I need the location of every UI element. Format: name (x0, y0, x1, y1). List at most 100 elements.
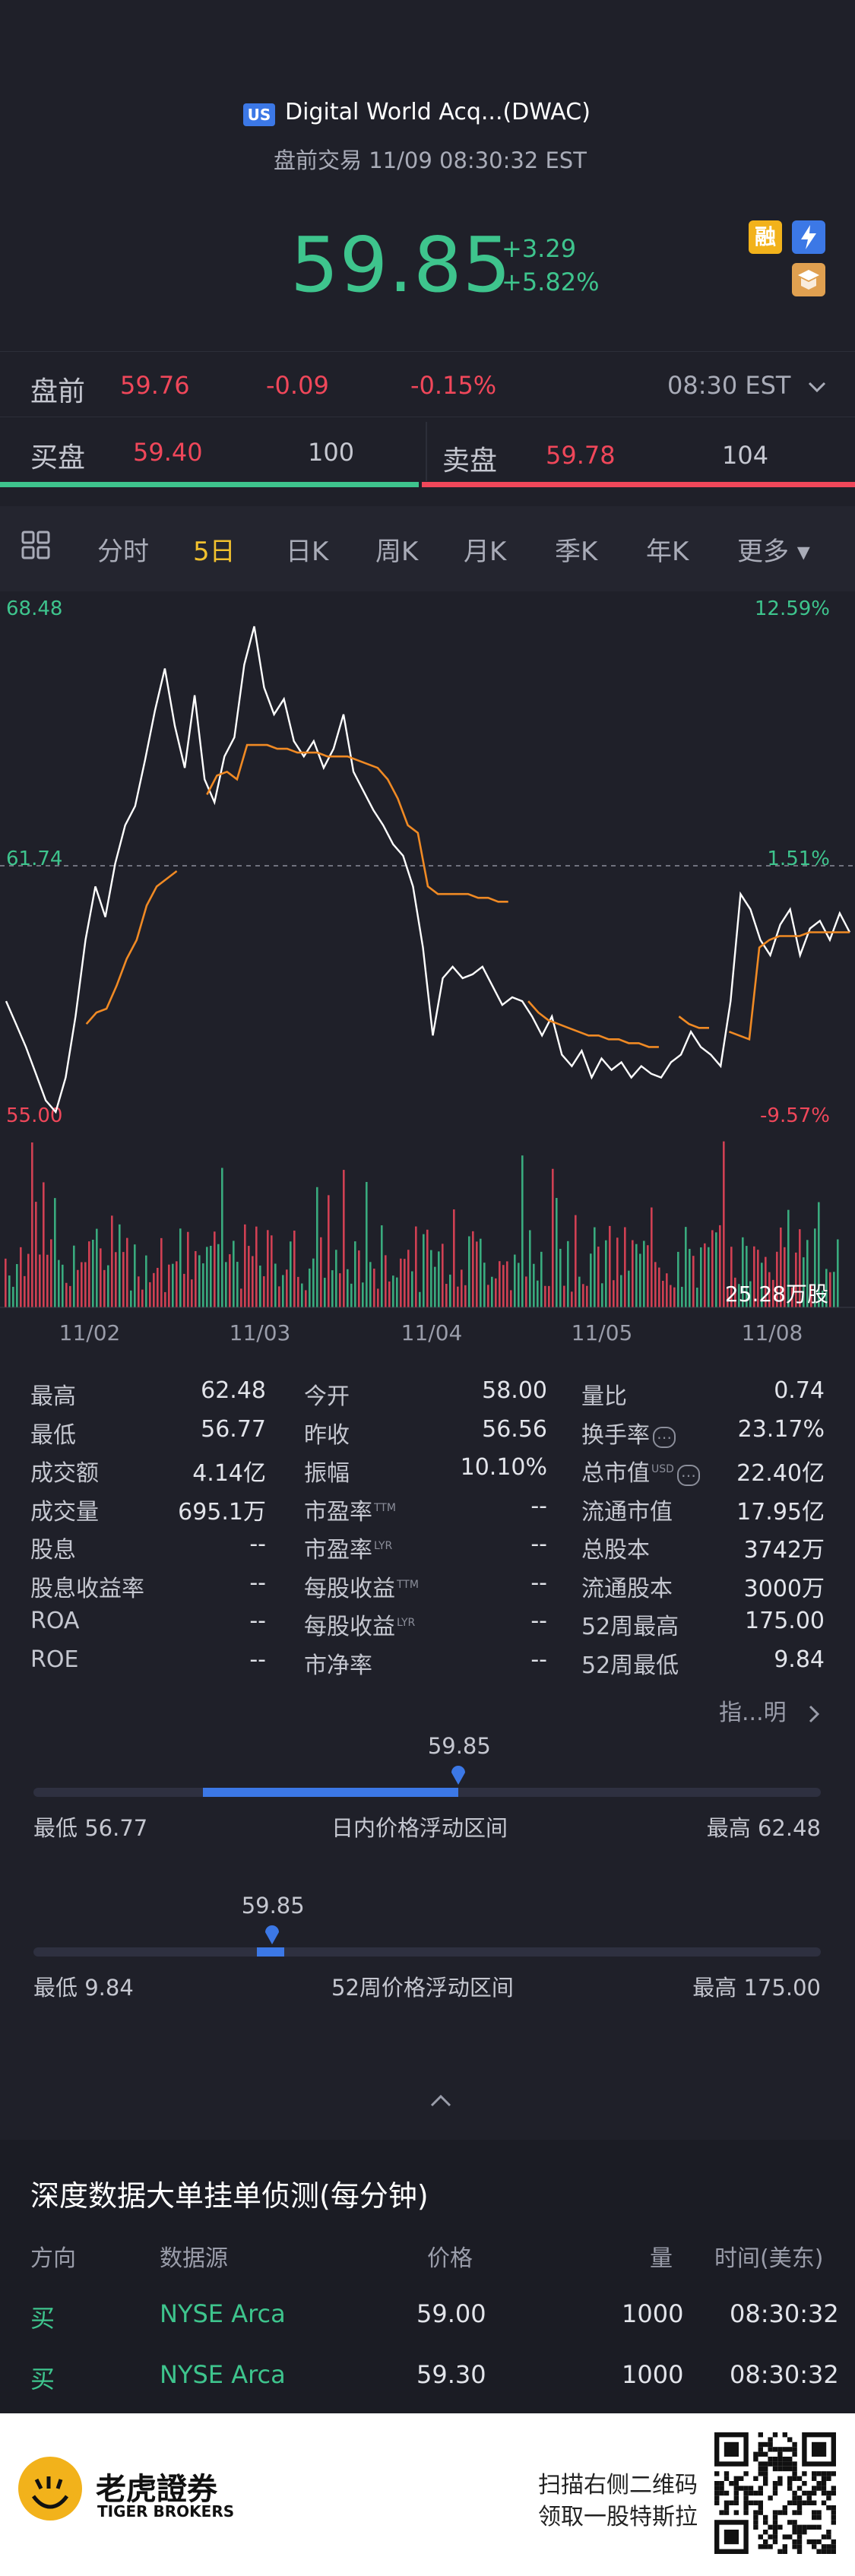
volume-bar (521, 1155, 524, 1307)
footer-banner[interactable] (0, 2413, 855, 2576)
volume-bar (39, 1254, 41, 1307)
volume-bar (742, 1237, 744, 1307)
volume-bar (787, 1209, 790, 1307)
tab-6[interactable]: 年K (646, 537, 689, 567)
collapse-chevron-up-icon[interactable] (427, 2092, 454, 2113)
volume-bar (119, 1224, 121, 1307)
volume-bar (442, 1244, 444, 1307)
stat-value: -- (530, 1608, 547, 1634)
volume-bar (392, 1275, 394, 1307)
volume-bar (799, 1229, 801, 1307)
stat-value: -- (530, 1646, 547, 1673)
tab-1[interactable]: 5日 (193, 537, 236, 567)
volume-bar (814, 1228, 816, 1307)
y-axis-right-mid: 1.51% (767, 848, 830, 870)
stat-value: 9.84 (774, 1646, 825, 1673)
stat-value: 62.48 (201, 1377, 266, 1404)
volume-bar (833, 1272, 835, 1307)
volume-bar (225, 1262, 227, 1307)
volume-bar (567, 1240, 569, 1307)
tab-7[interactable]: 更多 ▾ (737, 537, 810, 567)
stat-value: 23.17% (737, 1415, 825, 1443)
volume-bar (324, 1278, 326, 1307)
volume-bar (297, 1276, 299, 1307)
volume-bar (711, 1230, 714, 1307)
intraday-5day-chart[interactable]: 68.48 61.74 55.00 12.59% 1.51% -9.57% 25.28万股 1… (0, 591, 855, 1351)
tab-5[interactable]: 季K (555, 537, 598, 567)
volume-bar (514, 1254, 516, 1307)
volume-bar (316, 1187, 318, 1307)
volume-bar (286, 1269, 288, 1307)
volume-bar (354, 1241, 356, 1307)
volume-bar (480, 1238, 482, 1307)
tiger-logo-icon (18, 2457, 82, 2521)
volume-bar (438, 1251, 440, 1307)
volume-bar (651, 1207, 653, 1307)
volume-bar (400, 1258, 402, 1307)
volume-bar (81, 1262, 83, 1307)
volume-bar (670, 1285, 672, 1307)
volume-bar (502, 1265, 505, 1307)
volume-bar (586, 1285, 588, 1307)
stat-label: 流通市值 (581, 1498, 673, 1526)
tab-4[interactable]: 月K (464, 537, 507, 567)
stat-value: 56.77 (201, 1415, 266, 1443)
flash-icon[interactable] (792, 220, 825, 254)
premarket-time-selector[interactable]: 08:30 EST (667, 371, 828, 400)
info-icon[interactable]: ⋯ (653, 1426, 676, 1448)
volume-bar (168, 1264, 170, 1307)
bid-volume: 100 (308, 438, 355, 467)
margin-badge-icon[interactable]: 融 (749, 220, 782, 254)
stat-value: 695.1万 (178, 1498, 266, 1526)
volume-bar (559, 1248, 562, 1307)
stat-label-superscript: LYR (374, 1540, 393, 1552)
volume-bar (533, 1263, 535, 1307)
volume-bar (685, 1227, 687, 1307)
book-icon[interactable] (792, 263, 825, 296)
volume-bar (590, 1253, 592, 1307)
promo-text-line2: 领取一股特斯拉 (538, 2504, 698, 2530)
volume-bar (818, 1202, 820, 1307)
volume-bar (312, 1258, 315, 1307)
volume-bar (84, 1262, 87, 1307)
stat-value: 3742万 (743, 1537, 825, 1564)
qr-code-icon[interactable] (714, 2432, 836, 2554)
stat-value: 4.14亿 (192, 1460, 266, 1487)
volume-bar (157, 1267, 159, 1307)
stock-name[interactable]: Digital World Acq...(DWAC) (285, 99, 591, 125)
stat-label: ROA (30, 1608, 80, 1634)
tab-3[interactable]: 周K (375, 537, 419, 567)
range-track (33, 1947, 821, 1957)
volume-bar (461, 1269, 463, 1307)
stats-disclaimer-link[interactable]: 指...明 (719, 1694, 824, 1727)
brand-name-en: TIGER BROKERS (97, 2502, 235, 2521)
stat-label-superscript: LYR (397, 1617, 416, 1629)
volume-bar (145, 1255, 147, 1307)
divider (0, 351, 855, 352)
tab-0[interactable]: 分时 (97, 537, 149, 567)
volume-bar (24, 1275, 26, 1307)
depth-cell: 08:30:32 (730, 2360, 839, 2389)
volume-bar (27, 1253, 30, 1307)
tab-2[interactable]: 日K (286, 537, 329, 567)
volume-bar (556, 1197, 558, 1307)
info-icon[interactable]: ⋯ (676, 1465, 700, 1486)
x-axis-label: 11/08 (742, 1320, 803, 1345)
volume-bar (244, 1224, 246, 1307)
volume-bar (483, 1263, 486, 1307)
stat-label: 52周最低 (581, 1652, 679, 1679)
grid-layout-icon[interactable] (20, 529, 53, 566)
volume-bar (518, 1263, 520, 1307)
volume-bar (704, 1243, 706, 1307)
volume-bar (753, 1246, 755, 1307)
volume-bar (103, 1269, 106, 1307)
volume-bar (179, 1228, 182, 1307)
chevron-right-icon (809, 1705, 820, 1722)
stat-label: 振幅 (304, 1460, 350, 1487)
volume-bar (69, 1285, 71, 1307)
volume-bar (715, 1232, 717, 1307)
stat-value: -- (530, 1531, 547, 1557)
volume-bar (453, 1209, 455, 1307)
range-current-value: 59.85 (241, 1893, 305, 1919)
range-marker-icon (263, 1923, 281, 1949)
